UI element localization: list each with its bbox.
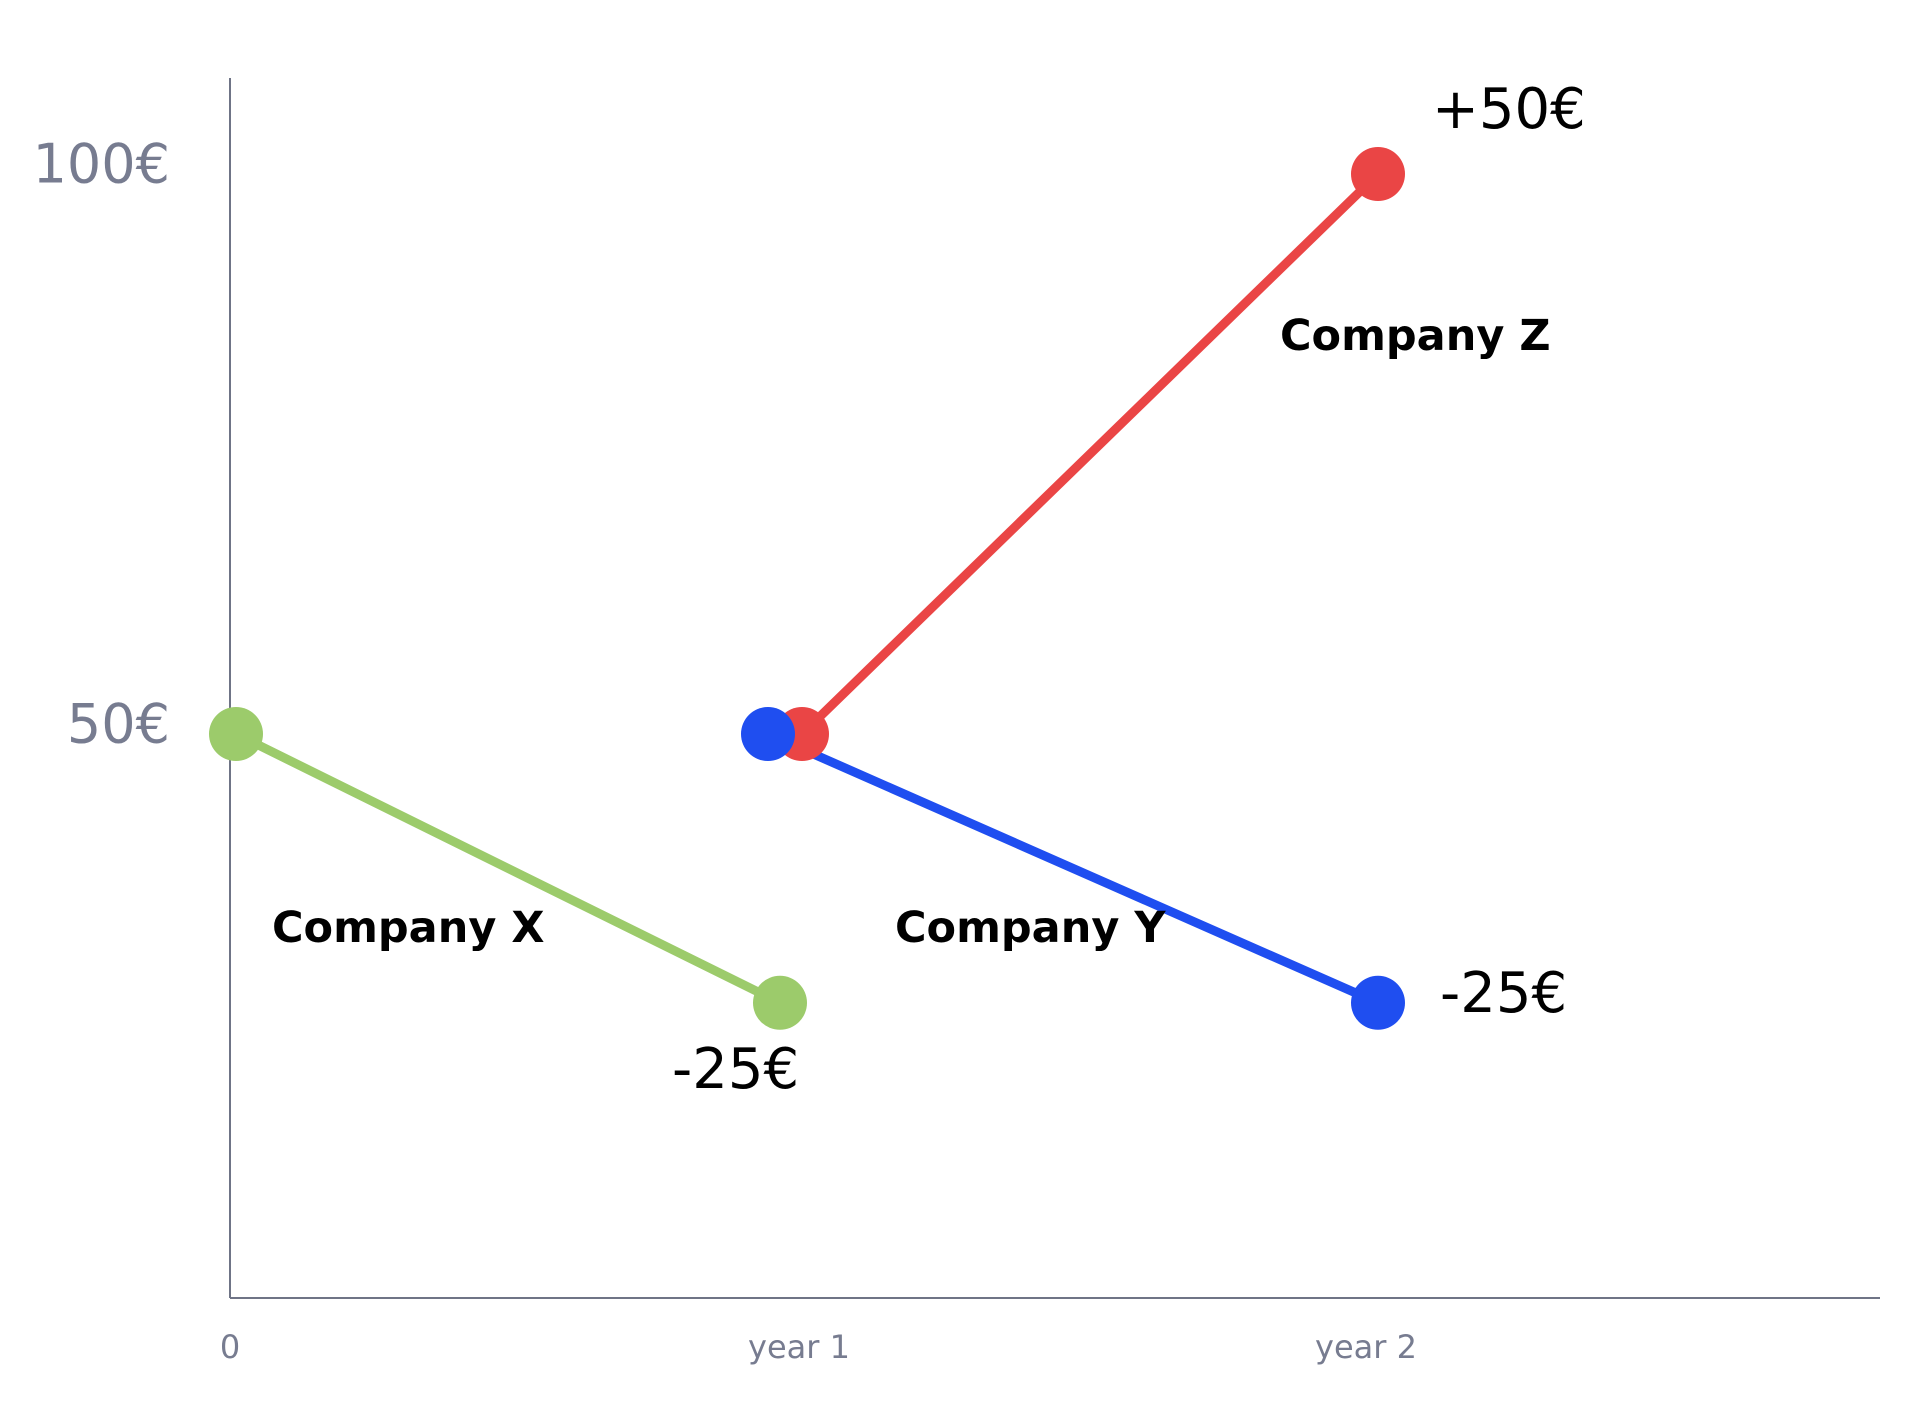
series-lines <box>231 169 1383 1008</box>
point-value-labels: -25€ +50€ -25€ <box>672 77 1586 1102</box>
series-line-company-z <box>797 169 1383 739</box>
data-point-company-y-1 <box>1351 975 1405 1030</box>
series-name-label: Company X <box>272 903 544 953</box>
x-tick-label: year 2 <box>1315 1328 1417 1366</box>
data-point-company-x-0 <box>209 707 263 761</box>
x-tick-label: 0 <box>220 1328 240 1366</box>
y-tick-label: 50€ <box>67 693 170 756</box>
data-point-company-y-0 <box>741 707 795 761</box>
series-name-label: Company Y <box>895 903 1166 953</box>
y-tick-labels: 100€ 50€ <box>33 133 170 756</box>
series-points <box>209 147 1405 1030</box>
data-point-company-z-1 <box>1351 147 1405 201</box>
series-line-company-x <box>231 729 785 1008</box>
x-tick-label: year 1 <box>748 1328 850 1366</box>
x-tick-labels: 0 year 1 year 2 <box>220 1328 1417 1366</box>
data-label: +50€ <box>1432 77 1586 142</box>
series-line-company-y <box>763 729 1383 1008</box>
data-point-company-x-1 <box>753 975 807 1030</box>
series-name-label: Company Z <box>1280 311 1551 361</box>
data-label: -25€ <box>1440 961 1567 1026</box>
y-tick-label: 100€ <box>33 133 170 196</box>
data-label: -25€ <box>672 1037 799 1102</box>
series-name-labels: Company X Company Z Company Y <box>272 311 1551 953</box>
